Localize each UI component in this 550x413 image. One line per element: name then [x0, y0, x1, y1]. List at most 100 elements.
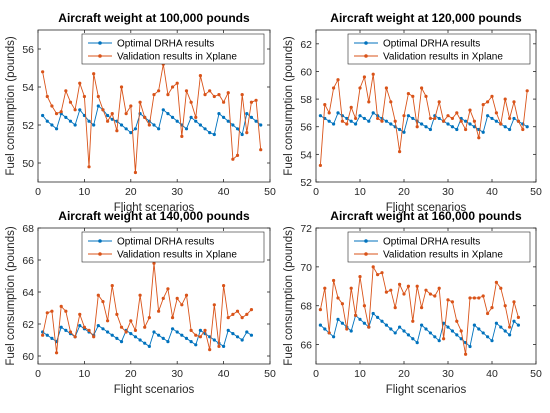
- data-point: [82, 94, 86, 99]
- data-point: [477, 296, 481, 300]
- x-tick-label: 10: [79, 186, 91, 198]
- data-point: [508, 127, 512, 132]
- x-tick-label: 50: [264, 186, 276, 198]
- data-point: [477, 327, 481, 331]
- data-point: [180, 303, 184, 307]
- data-point: [226, 119, 230, 123]
- legend-box: [347, 33, 531, 65]
- data-point: [512, 100, 516, 104]
- data-point: [231, 123, 235, 127]
- data-point: [124, 330, 128, 334]
- data-point: [376, 116, 380, 121]
- y-axis-label: Fuel consumption (pounds): [5, 226, 17, 366]
- y-tick-label: 60: [22, 351, 34, 363]
- data-point: [259, 123, 263, 127]
- data-point: [64, 328, 68, 332]
- y-tick-label: 60: [300, 66, 312, 78]
- data-point: [358, 86, 362, 90]
- legend-label: Optimal DRHA results: [117, 237, 214, 248]
- data-point: [101, 108, 105, 112]
- data-point: [212, 132, 216, 137]
- data-point: [59, 304, 63, 308]
- data-point: [428, 116, 432, 121]
- data-point: [180, 134, 184, 138]
- data-point: [345, 327, 349, 331]
- data-point: [87, 165, 91, 169]
- data-point: [245, 112, 249, 116]
- data-point: [92, 72, 96, 76]
- data-point: [138, 293, 142, 297]
- data-point: [106, 119, 110, 123]
- chart-title: Aircraft weight at 120,000 pounds: [330, 11, 522, 25]
- data-point: [68, 330, 73, 334]
- chart-panel-4: Aircraft weight at 160,000 pounds 0 10 20 30…: [283, 209, 542, 396]
- legend-label: Validation results in Xplane: [117, 250, 237, 261]
- data-point: [96, 104, 100, 108]
- data-point: [384, 323, 388, 327]
- data-point: [411, 319, 415, 323]
- data-point: [217, 344, 221, 348]
- data-point: [450, 329, 454, 333]
- data-point: [336, 317, 340, 321]
- data-point: [516, 323, 521, 327]
- data-point: [398, 150, 402, 154]
- data-point: [371, 111, 375, 115]
- data-point: [208, 348, 212, 352]
- data-point: [203, 127, 207, 131]
- data-point: [490, 339, 494, 343]
- data-point: [73, 335, 77, 339]
- data-point: [96, 293, 100, 297]
- data-point: [336, 78, 340, 82]
- data-point: [428, 127, 432, 132]
- data-point: [147, 123, 151, 127]
- series-line-2: [42, 263, 252, 353]
- data-point: [468, 108, 472, 112]
- data-point: [110, 112, 114, 116]
- data-point: [516, 315, 521, 319]
- data-point: [318, 323, 322, 327]
- data-point: [78, 324, 82, 328]
- data-point: [464, 352, 468, 356]
- x-tick-label: 30: [442, 186, 454, 198]
- data-point: [503, 125, 507, 129]
- data-point: [358, 114, 362, 118]
- data-point: [138, 338, 142, 342]
- data-point: [512, 319, 516, 323]
- data-point: [508, 116, 512, 121]
- data-point: [152, 330, 156, 334]
- data-point: [486, 100, 490, 104]
- data-point: [481, 103, 485, 107]
- data-point: [129, 319, 133, 323]
- data-point: [349, 119, 353, 123]
- data-point: [119, 85, 124, 89]
- data-point: [189, 115, 193, 119]
- data-point: [254, 119, 258, 123]
- data-point: [129, 131, 133, 135]
- data-point: [371, 265, 375, 269]
- data-point: [389, 288, 393, 292]
- data-point: [240, 338, 244, 342]
- data-point: [362, 116, 366, 121]
- data-point: [115, 129, 119, 133]
- y-tick-label: 52: [22, 120, 34, 132]
- data-point: [389, 327, 393, 331]
- legend-label: Optimal DRHA results: [383, 237, 480, 248]
- legend-box: [347, 231, 531, 263]
- x-tick-label: 0: [35, 186, 41, 198]
- data-point: [446, 114, 450, 118]
- data-point: [345, 122, 349, 126]
- y-tick-label: 54: [22, 82, 34, 94]
- data-point: [175, 296, 179, 300]
- data-point: [472, 296, 476, 300]
- data-point: [133, 328, 138, 332]
- data-point: [115, 336, 119, 340]
- data-point: [166, 287, 170, 291]
- y-tick-label: 72: [300, 223, 312, 235]
- data-point: [96, 324, 100, 328]
- data-point: [318, 308, 322, 312]
- legend-marker: [98, 54, 102, 58]
- data-point: [189, 328, 193, 332]
- data-point: [189, 100, 193, 104]
- data-point: [411, 116, 415, 121]
